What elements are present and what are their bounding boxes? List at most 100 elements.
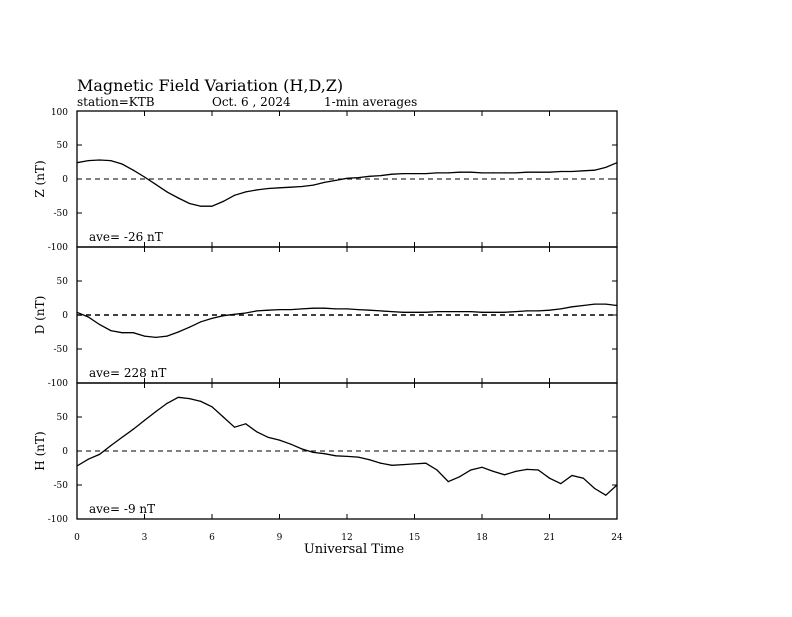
data-point <box>121 163 123 165</box>
data-point <box>368 309 371 311</box>
data-point <box>605 303 607 305</box>
data-point <box>177 396 179 398</box>
data-point <box>110 160 112 162</box>
chart-title: Magnetic Field Variation (H,D,Z) <box>77 76 343 95</box>
y-axis-label: H (nT) <box>33 431 47 470</box>
data-point <box>402 173 404 175</box>
data-point <box>357 177 359 179</box>
data-point <box>166 191 168 193</box>
data-point <box>470 469 472 471</box>
data-point <box>121 436 123 438</box>
data-point <box>481 466 483 468</box>
data-point <box>593 487 596 489</box>
data-point <box>537 171 539 173</box>
data-point <box>177 197 179 199</box>
data-point <box>436 172 438 174</box>
x-tick-label: 24 <box>611 533 623 543</box>
data-point <box>256 310 258 312</box>
data-point <box>357 309 359 311</box>
data-point <box>76 311 78 313</box>
data-point <box>380 462 382 464</box>
data-point <box>413 173 416 175</box>
data-point <box>458 171 461 173</box>
y-tick-label: -100 <box>48 379 68 389</box>
data-point <box>233 426 236 428</box>
data-point <box>290 309 292 311</box>
data-point <box>87 458 89 460</box>
y-tick-label: 50 <box>57 141 69 151</box>
data-point <box>548 309 551 311</box>
data-point <box>391 311 393 313</box>
y-axis-label: Z (nT) <box>33 160 47 197</box>
data-point <box>380 175 382 177</box>
x-tick-label: 0 <box>74 533 80 543</box>
data-point <box>458 476 461 478</box>
date-label: Oct. 6 , 2024 <box>212 95 291 109</box>
data-point <box>188 398 191 400</box>
data-point <box>267 436 269 438</box>
data-point <box>402 464 404 466</box>
data-point <box>323 453 326 455</box>
data-point <box>301 448 303 450</box>
data-point <box>87 160 89 162</box>
data-point <box>357 456 359 458</box>
x-tick-label: 15 <box>409 533 421 543</box>
data-point <box>278 187 281 189</box>
data-point <box>515 311 517 313</box>
y-tick-label: -100 <box>48 515 68 525</box>
averaging-label: 1-min averages <box>324 95 417 109</box>
data-point <box>98 323 101 326</box>
data-point <box>593 169 596 171</box>
data-point <box>503 474 506 476</box>
x-tick-label: 12 <box>341 533 352 543</box>
data-point <box>425 311 427 313</box>
data-point <box>166 402 168 404</box>
data-point <box>200 205 202 207</box>
data-point <box>98 453 101 455</box>
data-point <box>335 455 337 457</box>
data-point <box>110 445 112 447</box>
data-point <box>132 332 134 334</box>
data-point <box>537 469 539 471</box>
data-point <box>605 494 607 496</box>
data-point <box>582 477 584 479</box>
y-tick-label: -50 <box>54 345 69 355</box>
ave-label: ave= 228 nT <box>89 366 166 380</box>
data-point <box>222 416 224 418</box>
y-axis-label: D (nT) <box>33 296 47 335</box>
data-point <box>492 172 494 174</box>
x-tick-label: 9 <box>277 533 283 543</box>
data-point <box>593 303 596 305</box>
data-point <box>290 186 292 188</box>
data-point <box>425 462 427 464</box>
y-tick-label: 50 <box>57 277 69 287</box>
data-point <box>323 181 326 183</box>
data-point <box>425 173 427 175</box>
data-point <box>110 330 112 332</box>
data-point <box>481 172 483 174</box>
data-point <box>312 184 314 186</box>
x-tick-label: 18 <box>476 533 488 543</box>
data-point <box>166 335 168 337</box>
data-point <box>548 171 551 173</box>
y-tick-label: 100 <box>51 108 68 118</box>
data-point <box>155 183 157 185</box>
data-point <box>256 189 258 191</box>
data-point <box>323 307 326 309</box>
data-point <box>222 200 224 202</box>
data-point <box>222 315 224 317</box>
data-point <box>616 484 618 486</box>
data-point <box>515 172 517 174</box>
data-point <box>436 311 438 313</box>
data-point <box>155 411 157 413</box>
data-point <box>76 465 78 467</box>
data-point <box>301 308 303 310</box>
data-point <box>177 331 179 333</box>
data-point <box>436 469 438 471</box>
data-point <box>391 464 393 466</box>
y-tick-label: -50 <box>54 481 69 491</box>
data-point <box>143 176 146 178</box>
data-point <box>447 481 449 483</box>
